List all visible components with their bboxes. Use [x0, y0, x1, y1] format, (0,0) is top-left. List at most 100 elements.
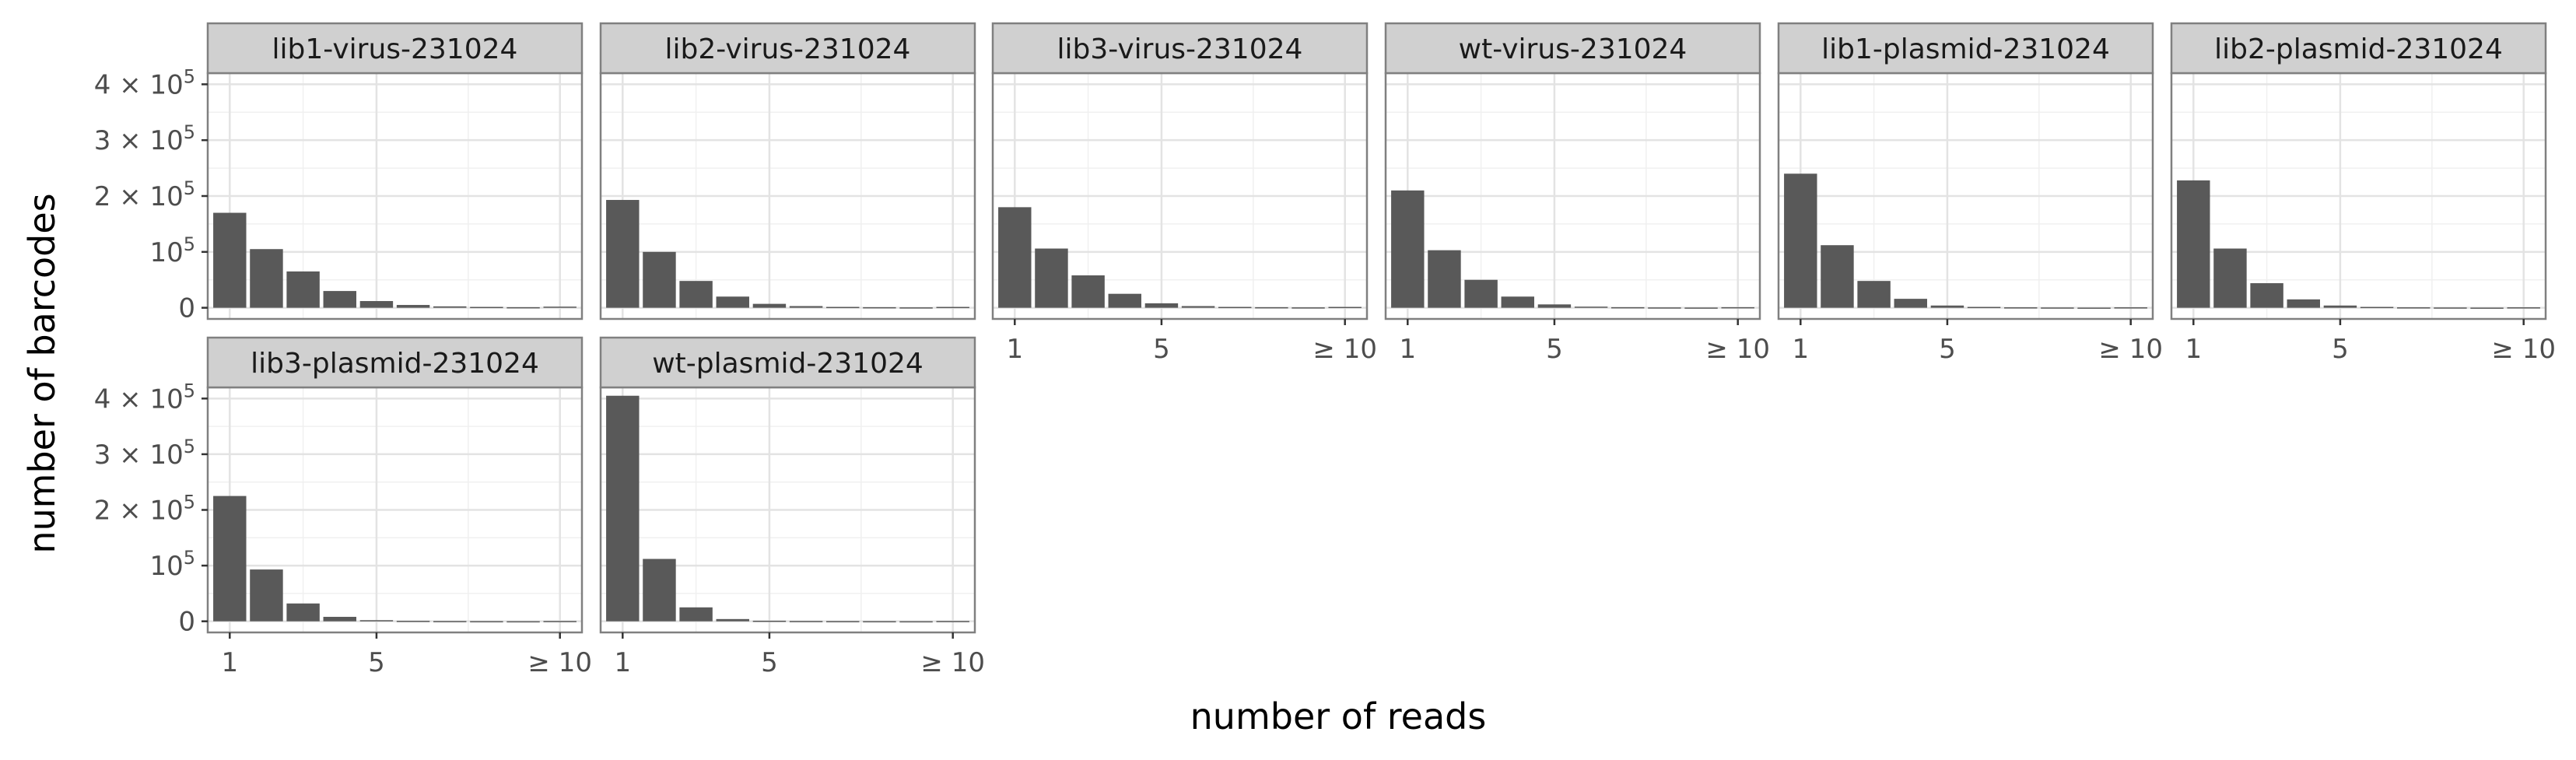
y-tick-label: 0	[178, 293, 195, 324]
bar	[1071, 275, 1105, 308]
bar	[863, 621, 896, 623]
bar	[716, 296, 749, 308]
x-tick-label: 1	[1399, 334, 1416, 365]
x-tick-label: ≥ 10	[1705, 334, 1770, 365]
bar	[2213, 248, 2247, 308]
x-tick-label: ≥ 10	[2491, 334, 2556, 365]
facet-panel: lib3-plasmid-231024	[206, 336, 584, 634]
x-tick-label: 5	[1153, 334, 1170, 365]
bar	[1574, 306, 1608, 308]
bar	[1894, 299, 1927, 308]
bar	[1930, 305, 1964, 308]
bar	[286, 271, 320, 308]
bar	[543, 306, 577, 308]
bar	[899, 621, 933, 623]
bar	[1967, 306, 2001, 309]
bar	[1821, 245, 1854, 308]
facet-strip	[599, 22, 976, 75]
y-tick-label: 4 × 105	[94, 65, 195, 100]
facet-strip-label: lib2-plasmid-231024	[2214, 33, 2503, 65]
bar	[470, 306, 503, 309]
y-axis-labels: 0 105 2 × 105 3 × 105 4 × 105 0 105 2 × 105 3 × …	[94, 65, 208, 638]
facet-strip	[1384, 22, 1761, 75]
bar	[396, 621, 430, 622]
panels: lib1-virus-231024 lib2-virus-231024 lib3-v…	[206, 22, 2547, 634]
y-tick-label: 3 × 105	[94, 436, 195, 471]
bar	[2041, 307, 2074, 309]
x-tick-label: ≥ 10	[2098, 334, 2163, 365]
bar	[2434, 307, 2467, 309]
y-tick-label: 4 × 105	[94, 380, 195, 415]
bar	[1391, 190, 1425, 308]
bar	[679, 607, 713, 622]
bar	[2287, 299, 2320, 308]
bar	[433, 306, 467, 308]
facet-strip-label: wt-plasmid-231024	[652, 348, 924, 380]
x-tick-label: 1	[1792, 334, 1809, 365]
bar	[826, 306, 860, 309]
x-tick-label: ≥ 10	[1313, 334, 1377, 365]
facet-panel: lib1-virus-231024	[206, 22, 584, 320]
y-tick-label: 105	[149, 547, 195, 582]
y-axis-title: number of barcodes	[21, 193, 63, 553]
bar	[1464, 279, 1498, 308]
bar	[2177, 180, 2210, 308]
bar	[863, 306, 896, 309]
bar	[716, 618, 749, 622]
bar	[1721, 306, 1754, 309]
bar	[1648, 307, 1681, 309]
bar	[213, 212, 247, 308]
y-tick-label: 2 × 105	[94, 492, 195, 527]
bar	[359, 620, 394, 622]
bar	[506, 621, 540, 623]
bar	[250, 249, 283, 308]
bar	[606, 395, 640, 622]
facet-strip-label: lib1-virus-231024	[272, 33, 518, 65]
x-tick-label: 1	[221, 647, 238, 678]
bar	[2507, 307, 2540, 309]
bar	[1255, 306, 1288, 309]
bar	[506, 306, 540, 309]
bar	[396, 305, 430, 308]
bar	[826, 621, 860, 622]
bar	[213, 496, 247, 622]
bar	[1218, 306, 1252, 309]
bar	[2004, 307, 2038, 309]
bar	[1181, 306, 1215, 308]
facet-strip	[599, 336, 976, 389]
bar	[2397, 307, 2431, 309]
bar	[936, 621, 969, 622]
bar	[323, 616, 356, 622]
facet-strip	[2170, 22, 2547, 75]
bar	[1428, 250, 1461, 308]
x-tick-label: 5	[2332, 334, 2349, 365]
y-tick-label: 0	[178, 607, 195, 638]
bar	[789, 621, 823, 622]
bar	[1328, 306, 1362, 309]
bar	[1784, 173, 1817, 308]
x-tick-label: ≥ 10	[920, 647, 985, 678]
bar	[2470, 307, 2504, 309]
facet-strip	[1777, 22, 2154, 75]
bar	[936, 306, 969, 309]
bar	[323, 291, 356, 308]
bar	[643, 559, 676, 622]
bar	[752, 303, 787, 308]
bar	[1144, 303, 1179, 308]
facet-strip	[206, 336, 584, 389]
bar	[899, 307, 933, 309]
bar	[789, 306, 823, 308]
facet-strip-label: lib3-virus-231024	[1057, 33, 1303, 65]
facet-panel: lib2-plasmid-231024	[2170, 22, 2547, 320]
bar	[643, 251, 676, 308]
x-tick-label: 1	[2185, 334, 2202, 365]
bar	[1108, 293, 1141, 308]
x-tick-label: 5	[1939, 334, 1956, 365]
facet-strip-label: lib1-plasmid-231024	[1821, 33, 2110, 65]
facet-strip	[991, 22, 1369, 75]
facet-panel: wt-virus-231024	[1384, 22, 1761, 320]
bar	[1537, 304, 1572, 308]
facet-strip-label: wt-virus-231024	[1459, 33, 1688, 65]
bar	[2250, 283, 2283, 308]
